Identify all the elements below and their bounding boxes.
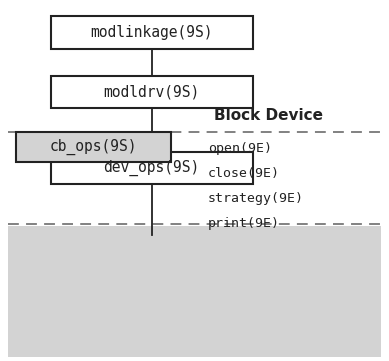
Bar <box>16 132 171 162</box>
Bar <box>51 76 253 108</box>
Text: cb_ops(9S): cb_ops(9S) <box>50 139 137 155</box>
Text: modlinkage(9S): modlinkage(9S) <box>91 25 213 40</box>
Text: dev_ops(9S): dev_ops(9S) <box>103 160 200 176</box>
Text: strategy(9E): strategy(9E) <box>208 192 304 205</box>
Bar <box>51 152 253 184</box>
Text: close(9E): close(9E) <box>208 167 280 180</box>
Bar <box>8 226 381 357</box>
Bar <box>51 16 253 49</box>
Text: open(9E): open(9E) <box>208 142 272 155</box>
Text: print(9E): print(9E) <box>208 217 280 230</box>
Text: Block Device: Block Device <box>214 108 323 123</box>
Text: modldrv(9S): modldrv(9S) <box>103 84 200 100</box>
